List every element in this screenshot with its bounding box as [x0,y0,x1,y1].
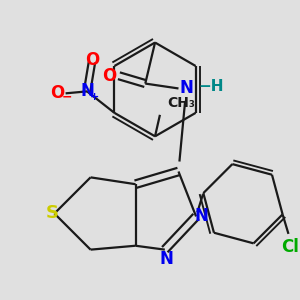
Text: CH₃: CH₃ [168,96,196,110]
Text: −: − [62,90,73,104]
Text: −H: −H [199,80,224,94]
Text: O: O [85,51,99,69]
Text: S: S [46,205,59,223]
Text: N: N [80,82,94,100]
Text: Cl: Cl [281,238,299,256]
Text: N: N [195,207,209,225]
Text: N: N [179,80,193,98]
Text: O: O [102,67,116,85]
Text: O: O [50,84,64,102]
Text: N: N [160,250,174,268]
Text: +: + [90,92,99,102]
